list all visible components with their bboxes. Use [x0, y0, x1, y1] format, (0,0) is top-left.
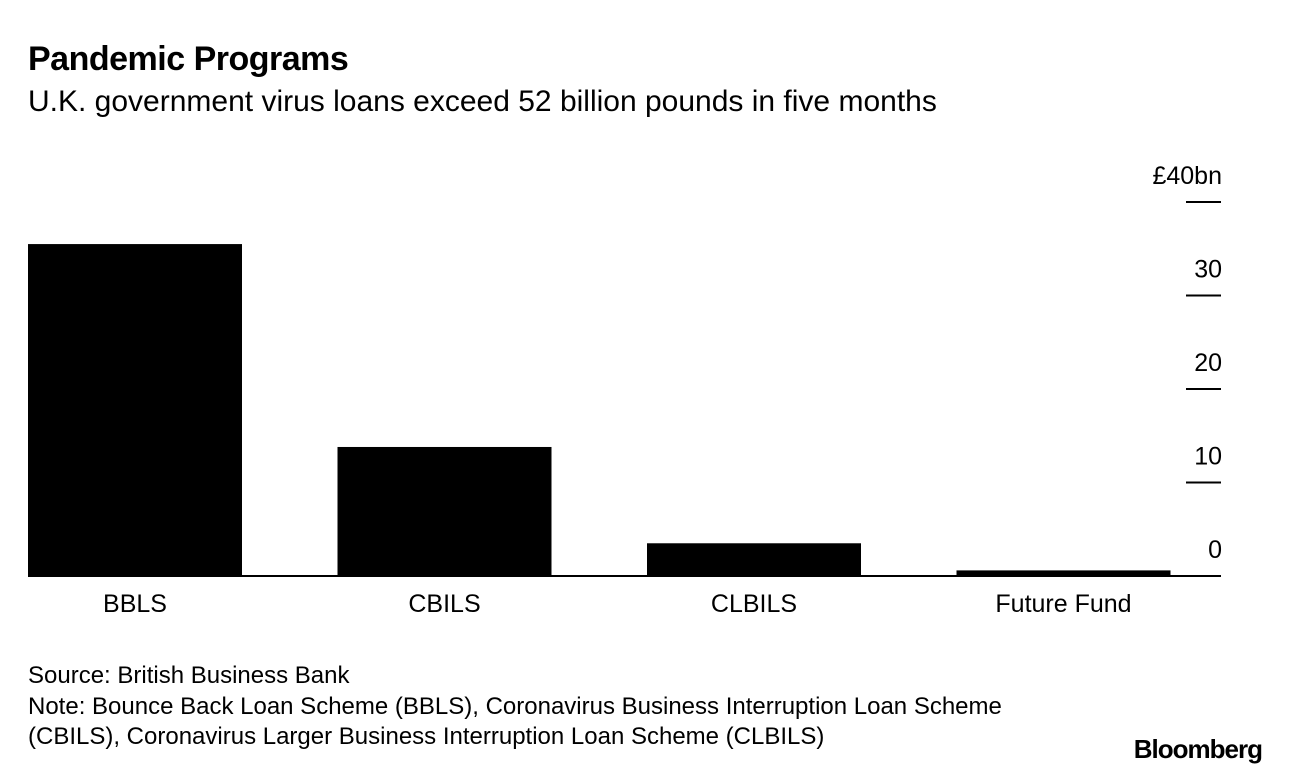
y-tick-label: 20 [1194, 349, 1222, 377]
brand-logo: Bloomberg [1133, 734, 1263, 764]
chart-subtitle: U.K. government virus loans exceed 52 bi… [28, 85, 937, 118]
x-tick-label: Future Fund [995, 590, 1131, 618]
bar [956, 570, 1171, 576]
y-tick-label: 10 [1194, 443, 1222, 471]
note: Note: Bounce Back Loan Scheme (BBLS), Co… [28, 693, 1002, 750]
y-tick-label: 0 [1208, 536, 1222, 564]
bar [28, 244, 242, 576]
x-tick-label: BBLS [103, 590, 167, 618]
y-tick-label: £40bn [1152, 162, 1222, 190]
y-tick-label: 30 [1194, 256, 1222, 284]
bar [647, 543, 861, 576]
x-tick-label: CLBILS [711, 590, 797, 618]
chart-title: Pandemic Programs [28, 40, 349, 78]
bar [337, 446, 552, 576]
source: Source: British Business Bank [28, 662, 350, 689]
x-tick-label: CBILS [408, 590, 480, 618]
